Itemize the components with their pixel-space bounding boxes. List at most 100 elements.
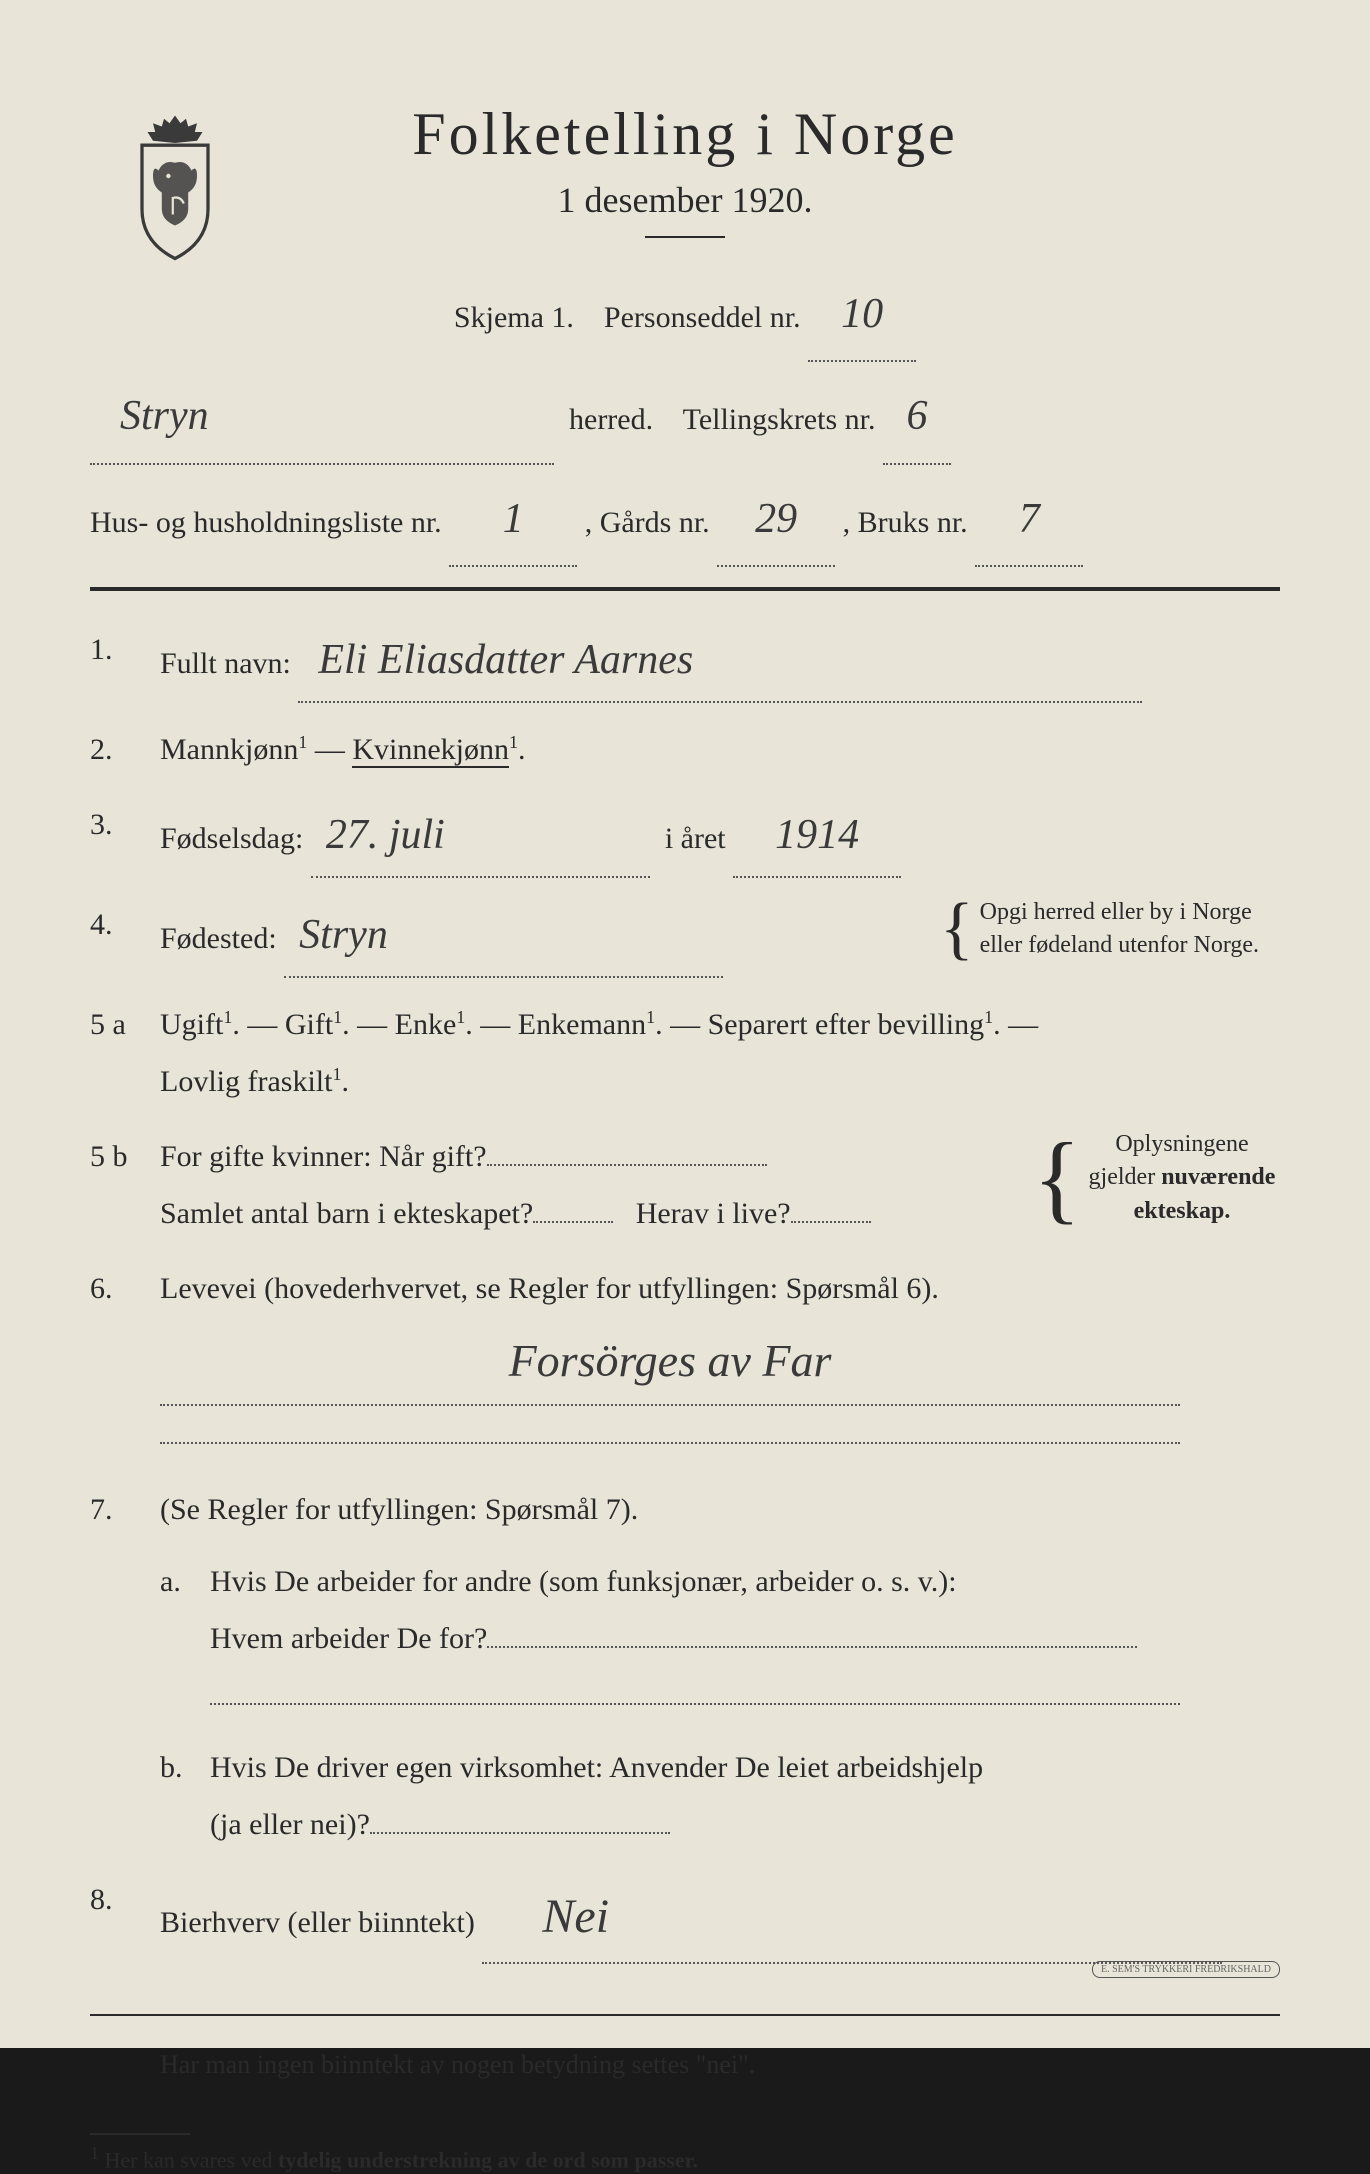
fill	[487, 1646, 1137, 1648]
dash: . —	[465, 1008, 518, 1041]
q4-note2: eller fødeland utenfor Norge.	[980, 932, 1259, 958]
q8-num: 8.	[90, 1871, 160, 1964]
q7b-label2: (ja eller nei)?	[210, 1808, 370, 1841]
brace-icon: {	[1033, 1148, 1081, 1208]
q5a: 5 a Ugift1. — Gift1. — Enke1. — Enkemann…	[90, 996, 1280, 1110]
skjema-label: Skjema 1.	[454, 301, 574, 334]
footnote-rule	[90, 2133, 190, 2135]
q2-num: 2.	[90, 721, 160, 778]
personseddel-label: Personseddel nr.	[604, 301, 801, 334]
sup: 1	[456, 1007, 465, 1027]
q3-year: 1914	[733, 796, 901, 878]
q7: 7. (Se Regler for utfyllingen: Spørsmål …	[90, 1481, 1280, 1853]
q4-num: 4.	[90, 896, 160, 978]
q2-dot: .	[518, 733, 526, 766]
q2: 2. Mannkjønn1 — Kvinnekjønn1.	[90, 721, 1280, 778]
q5a-num: 5 a	[90, 996, 160, 1110]
q6: 6. Levevei (hovederhvervet, se Regler fo…	[90, 1260, 1280, 1463]
herred-line: Stryn herred. Tellingskrets nr. 6	[90, 370, 1280, 464]
q3-label: Fødselsdag:	[160, 822, 303, 855]
header: Folketelling i Norge 1 desember 1920.	[90, 100, 1280, 238]
fill	[533, 1221, 613, 1223]
brace-icon: {	[940, 908, 974, 950]
q5a-opt6: Lovlig fraskilt	[160, 1065, 332, 1098]
husliste-line: Hus- og husholdningsliste nr. 1 , Gårds …	[90, 473, 1280, 567]
sup: 1	[646, 1007, 655, 1027]
q7-label: (Se Regler for utfyllingen: Spørsmål 7).	[160, 1493, 638, 1526]
q5b-label1: For gifte kvinner: Når gift?	[160, 1140, 487, 1173]
q4-value: Stryn	[284, 896, 723, 978]
q5a-opt3: Enke	[395, 1008, 457, 1041]
sup: 1	[223, 1007, 232, 1027]
q5a-opt5: Separert efter bevilling	[708, 1008, 985, 1041]
sup: 1	[332, 1064, 341, 1084]
q3-mid: i året	[665, 822, 726, 855]
q7a-num: a.	[160, 1553, 210, 1724]
footnote-text: Her kan svares ved	[105, 2148, 279, 2173]
tellingskrets-label: Tellingskrets nr.	[683, 403, 876, 436]
q4-note1: Opgi herred eller by i Norge	[980, 899, 1252, 925]
q5a-opt4: Enkemann	[518, 1008, 646, 1041]
q7b-label1: Hvis De driver egen virksomhet: Anvender…	[210, 1751, 983, 1784]
q2-kvinne: Kvinnekjønn	[352, 733, 509, 768]
q1-num: 1.	[90, 621, 160, 703]
footnote-bold: tydelig understrekning av de ord som pas…	[278, 2148, 698, 2173]
q4: 4. Fødested: Stryn { Opgi herred eller b…	[90, 896, 1280, 978]
gards-label: , Gårds nr.	[585, 506, 710, 539]
q5b: 5 b For gifte kvinner: Når gift? Samlet …	[90, 1128, 1280, 1242]
q3-num: 3.	[90, 796, 160, 878]
q6-num: 6.	[90, 1260, 160, 1463]
q2-sup2: 1	[509, 732, 518, 752]
bruks-value: 7	[975, 473, 1083, 567]
q5b-note1: Oplysningene	[1115, 1131, 1248, 1157]
herred-value: Stryn	[90, 370, 554, 464]
note8: Har man ingen biinntekt av nogen betydni…	[160, 2036, 1280, 2093]
q4-label: Fødested:	[160, 922, 277, 955]
q7-num: 7.	[90, 1481, 160, 1853]
rule	[90, 587, 1280, 591]
gards-value: 29	[717, 473, 835, 567]
q5a-opt1: Ugift	[160, 1008, 223, 1041]
husliste-label: Hus- og husholdningsliste nr.	[90, 506, 442, 539]
q8: 8. Bierhverv (eller biinntekt) Nei	[90, 1871, 1280, 1964]
subtitle: 1 desember 1920.	[90, 179, 1280, 221]
q6-value: Forsörges av Far	[160, 1317, 1180, 1406]
sup: 1	[984, 1007, 993, 1027]
dash: . —	[993, 1008, 1038, 1041]
divider	[645, 236, 725, 238]
herred-label: herred.	[569, 403, 653, 436]
q5b-note2: gjelder	[1089, 1164, 1162, 1190]
q2-mann: Mannkjønn	[160, 733, 298, 766]
q6-label: Levevei (hovederhvervet, se Regler for u…	[160, 1272, 939, 1305]
q5b-label3: Herav i live?	[636, 1197, 791, 1230]
fill	[160, 1412, 1180, 1444]
q5b-num: 5 b	[90, 1128, 160, 1242]
q2-dash: —	[307, 733, 352, 766]
q1-label: Fullt navn:	[160, 647, 291, 680]
printer-mark: E. SEM'S TRYKKERI FREDRIKSHALD	[1092, 1961, 1280, 1978]
fill	[791, 1221, 871, 1223]
q7a-label1: Hvis De arbeider for andre (som funksjon…	[210, 1565, 957, 1598]
rule	[90, 2014, 1280, 2016]
footnote-sup: 1	[90, 2143, 99, 2163]
q3: 3. Fødselsdag: 27. juli i året 1914	[90, 796, 1280, 878]
q7b-num: b.	[160, 1739, 210, 1853]
q8-value: Nei	[482, 1871, 1222, 1964]
q5b-label2: Samlet antal barn i ekteskapet?	[160, 1197, 533, 1230]
husliste-value: 1	[449, 473, 577, 567]
dash: . —	[655, 1008, 708, 1041]
bruks-label: , Bruks nr.	[843, 506, 968, 539]
q2-sup1: 1	[298, 732, 307, 752]
dash: . —	[232, 1008, 285, 1041]
census-form-page: Folketelling i Norge 1 desember 1920. Sk…	[0, 0, 1370, 2048]
fill	[210, 1673, 1180, 1705]
fill	[487, 1164, 767, 1166]
skjema-line: Skjema 1. Personseddel nr. 10	[90, 268, 1280, 362]
tellingskrets-value: 6	[883, 370, 951, 464]
sup: 1	[333, 1007, 342, 1027]
footnote: 1 Her kan svares ved tydelig understrekn…	[90, 2143, 1280, 2173]
q8-label: Bierhverv (eller biinntekt)	[160, 1906, 475, 1939]
q5b-note3: ekteskap.	[1134, 1198, 1231, 1224]
q7a-label2: Hvem arbeider De for?	[210, 1622, 487, 1655]
personseddel-value: 10	[808, 268, 916, 362]
